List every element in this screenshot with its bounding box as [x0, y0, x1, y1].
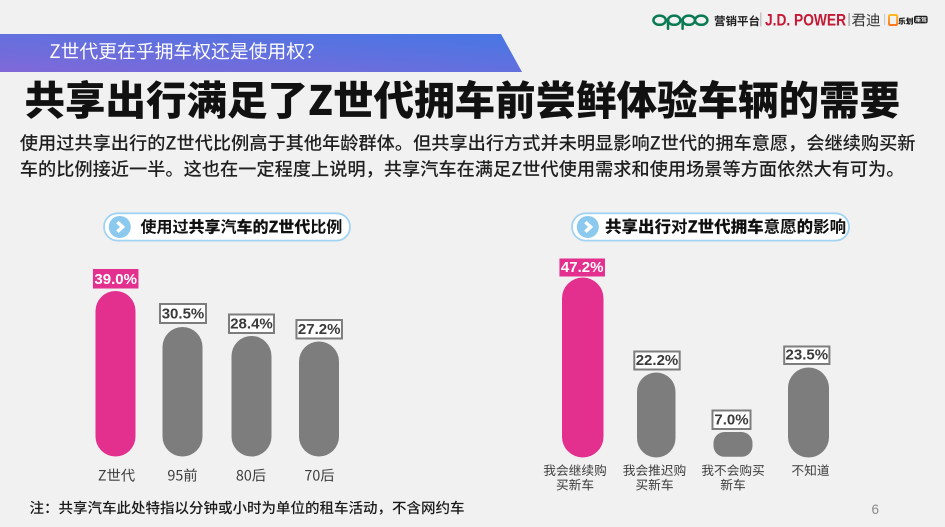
svg-text:22.2%: 22.2% [636, 352, 679, 369]
svg-text:23.5%: 23.5% [786, 347, 829, 364]
svg-text:47.2%: 47.2% [561, 259, 604, 276]
svg-text:30.5%: 30.5% [162, 306, 205, 323]
svg-text:J.D. POWER: J.D. POWER [765, 10, 846, 29]
svg-text:28.4%: 28.4% [230, 316, 273, 333]
svg-text:7.0%: 7.0% [714, 412, 748, 429]
svg-text:6: 6 [872, 502, 880, 517]
svg-text:39.0%: 39.0% [94, 271, 137, 288]
svg-text:27.2%: 27.2% [298, 321, 341, 338]
